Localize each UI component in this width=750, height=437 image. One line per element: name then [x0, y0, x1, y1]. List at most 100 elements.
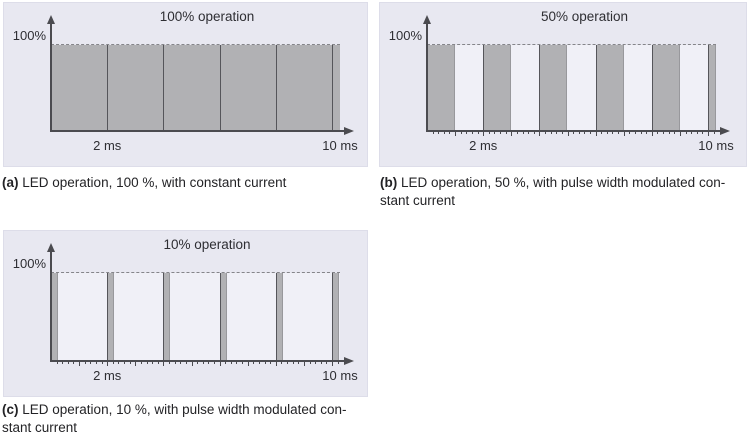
axis-tick [90, 361, 92, 364]
axis-tick [573, 131, 575, 134]
axis-tick [679, 131, 681, 136]
axis-tick [550, 131, 552, 134]
axis-tick [101, 361, 103, 364]
axis-tick [95, 361, 97, 364]
pulse-bar [51, 273, 58, 361]
pulse-bar [595, 45, 624, 131]
axis-tick [118, 361, 120, 364]
pwm-chart-panel-100: 100% operation 100% 2 ms 10 ms [3, 2, 368, 167]
axis-tick [567, 131, 569, 136]
axis-tick [713, 131, 715, 134]
axis-tick [332, 361, 333, 366]
caption-text-line: LED operation, 100 %, with constant curr… [22, 175, 287, 190]
axis-tick [556, 131, 558, 134]
axis-tick [668, 131, 670, 134]
axis-tick [494, 131, 496, 134]
axis-tick [516, 131, 518, 134]
figure-caption-b: (b) LED operation, 50 %, with pulse widt… [380, 174, 750, 210]
axis-tick [533, 131, 535, 134]
pulse-bar [332, 273, 339, 361]
axis-tick [629, 131, 631, 134]
axis-tick [488, 131, 490, 134]
axis-tick [152, 361, 154, 364]
y-axis-arrow-icon [47, 15, 55, 24]
axis-tick [191, 361, 193, 366]
axis-tick [73, 361, 75, 364]
axis-tick [522, 131, 524, 134]
axis-tick [663, 131, 665, 134]
pulse-bar [163, 45, 220, 131]
y-axis-line [50, 251, 52, 362]
caption-text-line: stant current [380, 193, 456, 208]
axis-tick [270, 361, 272, 364]
axis-tick [460, 131, 462, 134]
axis-tick [640, 131, 642, 134]
axis-tick [618, 131, 620, 134]
axis-tick [202, 361, 204, 364]
figure-caption-a: (a) LED operation, 100 %, with constant … [2, 174, 368, 192]
dashed-100-level-line [427, 44, 716, 45]
pulse-bar [51, 45, 108, 131]
caption-tag: (a) [2, 175, 19, 190]
axis-tick [157, 361, 159, 364]
axis-tick [56, 361, 58, 364]
axis-tick [511, 131, 513, 136]
axis-tick [539, 131, 541, 136]
axis-tick [561, 131, 563, 134]
axis-tick [258, 361, 260, 364]
axis-tick [471, 131, 473, 134]
axis-tick [298, 361, 300, 364]
axis-tick [281, 361, 283, 364]
axis-tick [185, 361, 187, 364]
plot-area [51, 273, 340, 361]
pulse-bar [427, 45, 456, 131]
chart-title: 100% operation [159, 9, 255, 24]
pulse-bar [539, 45, 568, 131]
axis-tick [691, 131, 693, 134]
caption-tag: (c) [2, 402, 19, 417]
axis-tick [601, 131, 603, 134]
axis-tick [309, 361, 311, 364]
caption-tag: (b) [380, 175, 398, 190]
axis-tick [483, 131, 485, 136]
axis-tick [225, 361, 227, 364]
x-axis-arrow-icon [344, 357, 354, 365]
pwm-chart-panel-10: 10% operation 100% 2 ms 10 ms [3, 230, 368, 397]
axis-tick [455, 131, 457, 136]
axis-tick [584, 131, 586, 134]
axis-tick [443, 131, 445, 134]
y-axis-line [426, 23, 428, 132]
pulse-bar [275, 45, 332, 131]
axis-tick [242, 361, 244, 364]
axis-tick [674, 131, 676, 134]
x-tick-label: 2 ms [93, 138, 122, 153]
pulse-bar [332, 45, 340, 131]
y-axis-line [50, 23, 52, 132]
axis-tick [685, 131, 687, 134]
axis-tick [146, 361, 148, 364]
axis-tick [303, 361, 305, 366]
axis-tick [651, 131, 653, 136]
axis-tick [320, 361, 322, 364]
axis-tick [230, 361, 232, 364]
axis-tick [466, 131, 468, 134]
axis-tick [337, 361, 339, 364]
pulse-bar [219, 273, 227, 361]
axis-tick [696, 131, 698, 134]
axis-tick [180, 361, 182, 364]
axis-tick [236, 361, 238, 364]
dashed-100-level-line [51, 272, 340, 273]
axis-tick [432, 131, 434, 134]
axis-tick [253, 361, 255, 364]
axis-tick [247, 361, 249, 366]
axis-tick [292, 361, 294, 364]
axis-tick [657, 131, 659, 134]
axis-tick [107, 361, 109, 366]
axis-tick [595, 131, 597, 136]
axis-tick [612, 131, 614, 134]
axis-tick [129, 361, 131, 364]
pulse-bar [483, 45, 512, 131]
pwm-chart-panel-50: 50% operation 100% 2 ms 10 ms [379, 2, 747, 167]
axis-tick [163, 361, 165, 366]
